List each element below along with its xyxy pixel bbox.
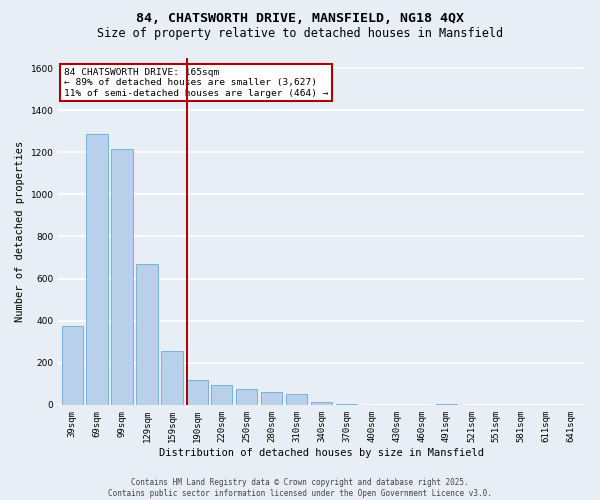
Y-axis label: Number of detached properties: Number of detached properties [15,140,25,322]
Bar [236,389,257,405]
X-axis label: Distribution of detached houses by size in Mansfield: Distribution of detached houses by size … [159,448,484,458]
Bar [311,402,332,405]
Bar [261,392,283,405]
Bar [436,404,457,405]
Text: Contains HM Land Registry data © Crown copyright and database right 2025.
Contai: Contains HM Land Registry data © Crown c… [108,478,492,498]
Text: 84 CHATSWORTH DRIVE: 165sqm
← 89% of detached houses are smaller (3,627)
11% of : 84 CHATSWORTH DRIVE: 165sqm ← 89% of det… [64,68,328,98]
Bar [86,134,108,405]
Bar [187,380,208,405]
Bar [286,394,307,405]
Text: Size of property relative to detached houses in Mansfield: Size of property relative to detached ho… [97,28,503,40]
Bar [62,326,83,405]
Bar [112,149,133,405]
Bar [336,404,357,405]
Bar [161,351,182,405]
Bar [211,385,232,405]
Bar [136,264,158,405]
Text: 84, CHATSWORTH DRIVE, MANSFIELD, NG18 4QX: 84, CHATSWORTH DRIVE, MANSFIELD, NG18 4Q… [136,12,464,26]
